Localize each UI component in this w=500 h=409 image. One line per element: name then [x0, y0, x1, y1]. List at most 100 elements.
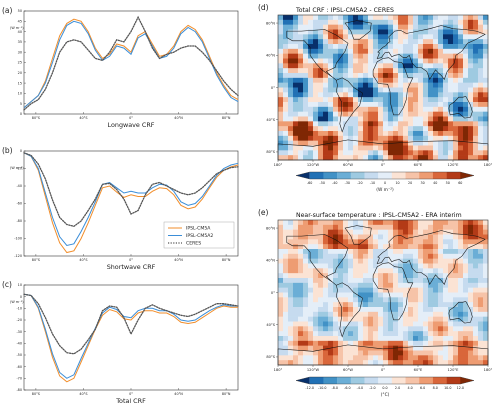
map-cell [338, 326, 344, 332]
map-cell [383, 360, 389, 366]
map-cell [478, 19, 484, 25]
map-cell [483, 321, 489, 327]
map-cell [348, 68, 354, 74]
map-cell [368, 63, 374, 69]
map-cell [338, 24, 344, 30]
map-cell [353, 292, 359, 298]
map-cell [433, 287, 439, 293]
map-cell [398, 336, 404, 342]
y-tick-label: -80 [16, 219, 22, 223]
map-cell [468, 234, 474, 240]
map-cell [458, 53, 464, 59]
map-cell [478, 360, 484, 366]
x-axis-label: Longwave CRF [108, 121, 155, 129]
map-cell [438, 297, 444, 303]
map-cell [358, 29, 364, 35]
map-cell [378, 268, 384, 274]
map-cell [438, 311, 444, 317]
map-cell [398, 326, 404, 332]
map-cell [458, 34, 464, 40]
map-cell [333, 140, 339, 146]
map-cell [458, 350, 464, 356]
map-cell [278, 220, 284, 226]
map-cell [388, 34, 394, 40]
map-cell [378, 145, 384, 151]
map-cell [328, 263, 334, 269]
map-cell [428, 220, 434, 226]
map-cell [463, 44, 469, 50]
map-cell [303, 316, 309, 322]
map-cell [338, 77, 344, 83]
map-cell [348, 116, 354, 122]
map-cell [388, 268, 394, 274]
map-cell [328, 307, 334, 313]
map-cell [478, 244, 484, 250]
map-cell [448, 297, 454, 303]
map-cell [323, 24, 329, 30]
map-cell [483, 244, 489, 250]
map-cell [328, 253, 334, 259]
map-cell [403, 39, 409, 45]
map-cell [378, 39, 384, 45]
map-cell [348, 326, 354, 332]
map-cell [328, 97, 334, 103]
map-cell [463, 150, 469, 156]
map-cell [458, 316, 464, 322]
map-cell [443, 311, 449, 317]
map-cell [303, 331, 309, 337]
map-cell [323, 224, 329, 230]
map-cell [323, 150, 329, 156]
map-cell [323, 121, 329, 127]
map-cell [443, 150, 449, 156]
map-cell [443, 131, 449, 137]
map-cell [438, 73, 444, 79]
map-cell [348, 29, 354, 35]
map-cell [418, 135, 424, 141]
x-tick-label: 60°E [414, 368, 423, 372]
map-cell [353, 244, 359, 250]
map-cell [298, 220, 304, 226]
map-cell [348, 278, 354, 284]
map-cell [428, 145, 434, 151]
map-cell [468, 82, 474, 88]
map-cell [473, 268, 479, 274]
map-cell [438, 97, 444, 103]
map-cell [343, 239, 349, 245]
map-cell [443, 24, 449, 30]
map-cell [398, 34, 404, 40]
map-cell [298, 311, 304, 317]
map-cell [468, 48, 474, 54]
map-cell [443, 140, 449, 146]
map-cell [373, 297, 379, 303]
map-cell [468, 73, 474, 79]
map-cell [308, 58, 314, 64]
map-cell [308, 316, 314, 322]
map-cell [338, 58, 344, 64]
map-cell [308, 297, 314, 303]
map-cell [418, 220, 424, 226]
map-cell [378, 111, 384, 117]
map-cell [433, 77, 439, 83]
map-cell [403, 229, 409, 235]
map-cell [393, 287, 399, 293]
map-cell [298, 48, 304, 54]
map-cell [353, 97, 359, 103]
map-cell [418, 316, 424, 322]
map-cell [388, 224, 394, 230]
map-cell [433, 111, 439, 117]
map-cell [428, 111, 434, 117]
map-cell [413, 239, 419, 245]
map-cell [403, 360, 409, 366]
map-cell [338, 34, 344, 40]
map-cell [428, 106, 434, 112]
map-cell [423, 19, 429, 25]
map-cell [318, 234, 324, 240]
map-cell [293, 220, 299, 226]
map-cell [363, 34, 369, 40]
map-cell [393, 273, 399, 279]
plot-frame [23, 284, 239, 391]
map-cell [413, 63, 419, 69]
map-cell [473, 326, 479, 332]
map-cell [458, 292, 464, 298]
